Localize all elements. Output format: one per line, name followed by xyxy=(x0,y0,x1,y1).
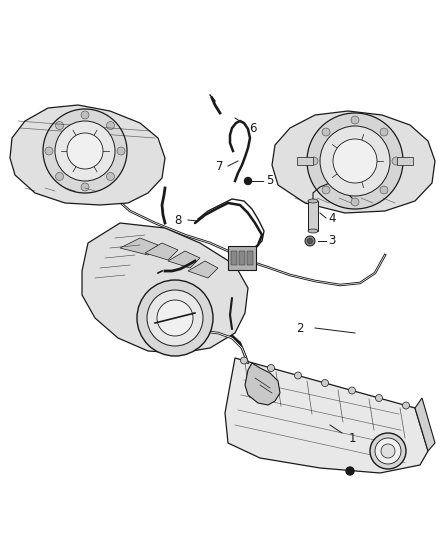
Polygon shape xyxy=(245,363,280,405)
Bar xyxy=(247,251,253,265)
Circle shape xyxy=(370,433,406,469)
Text: 2: 2 xyxy=(296,321,304,335)
Bar xyxy=(231,251,237,265)
Circle shape xyxy=(106,122,114,130)
Circle shape xyxy=(81,183,89,191)
Circle shape xyxy=(137,280,213,356)
Circle shape xyxy=(56,173,64,181)
Bar xyxy=(239,251,245,265)
Bar xyxy=(397,157,413,165)
Circle shape xyxy=(349,387,356,394)
Polygon shape xyxy=(168,251,200,268)
Ellipse shape xyxy=(308,199,318,203)
Polygon shape xyxy=(82,223,248,353)
Circle shape xyxy=(322,186,330,194)
Polygon shape xyxy=(272,111,435,213)
Circle shape xyxy=(45,147,53,155)
Circle shape xyxy=(67,133,103,169)
Circle shape xyxy=(244,177,251,184)
Circle shape xyxy=(375,394,382,401)
Bar xyxy=(297,157,313,165)
Circle shape xyxy=(351,198,359,206)
Circle shape xyxy=(81,111,89,119)
Polygon shape xyxy=(188,261,218,278)
Circle shape xyxy=(380,186,388,194)
Circle shape xyxy=(147,290,203,346)
Circle shape xyxy=(403,402,410,409)
Circle shape xyxy=(380,128,388,136)
Circle shape xyxy=(294,372,301,379)
Circle shape xyxy=(322,128,330,136)
Polygon shape xyxy=(225,358,428,473)
Circle shape xyxy=(305,236,315,246)
Circle shape xyxy=(375,438,401,464)
Circle shape xyxy=(56,122,64,130)
Circle shape xyxy=(55,121,115,181)
Circle shape xyxy=(106,173,114,181)
Circle shape xyxy=(310,157,318,165)
Circle shape xyxy=(346,467,354,475)
Circle shape xyxy=(268,365,275,372)
Text: 7: 7 xyxy=(216,159,224,173)
Circle shape xyxy=(117,147,125,155)
Circle shape xyxy=(307,238,312,244)
Ellipse shape xyxy=(308,229,318,233)
Circle shape xyxy=(307,113,403,209)
Bar xyxy=(308,201,318,231)
Text: 4: 4 xyxy=(328,212,336,224)
Bar xyxy=(228,246,256,270)
Circle shape xyxy=(333,139,377,183)
Polygon shape xyxy=(120,238,158,255)
Polygon shape xyxy=(415,398,435,451)
Circle shape xyxy=(392,157,400,165)
Polygon shape xyxy=(10,105,165,205)
Circle shape xyxy=(240,357,247,364)
Circle shape xyxy=(321,379,328,386)
Text: 6: 6 xyxy=(249,122,257,134)
Text: 5: 5 xyxy=(266,174,274,188)
Circle shape xyxy=(351,116,359,124)
Circle shape xyxy=(320,126,390,196)
Text: 8: 8 xyxy=(174,214,182,227)
Text: 3: 3 xyxy=(328,235,336,247)
Text: 1: 1 xyxy=(348,432,356,445)
Circle shape xyxy=(43,109,127,193)
Circle shape xyxy=(157,300,193,336)
Polygon shape xyxy=(145,243,178,260)
Circle shape xyxy=(381,444,395,458)
